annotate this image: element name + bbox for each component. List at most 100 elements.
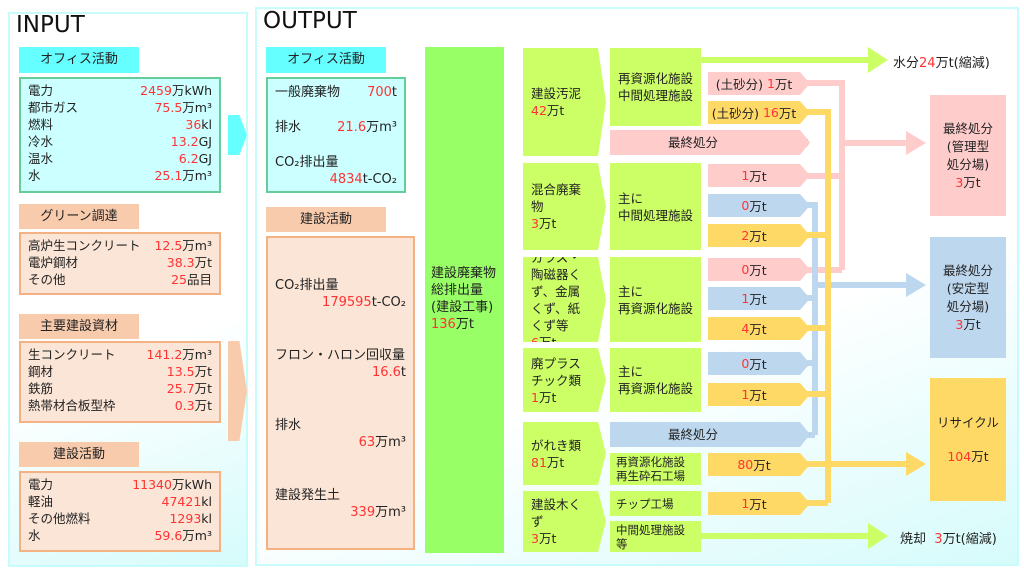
- pink-line: [800, 80, 910, 273]
- item-value: 2459: [140, 83, 172, 98]
- category-unit: 万t: [538, 389, 557, 405]
- value: 24: [919, 56, 936, 71]
- category-name: 廃プラスチック類: [531, 355, 582, 388]
- pink-arrowhead: [906, 131, 926, 155]
- category-sludge: 建設汚泥 42万t: [523, 48, 606, 156]
- input-construction-arrow: [228, 341, 247, 441]
- input-office-header: オフィス活動: [19, 47, 139, 73]
- facility-box: チップ工場: [610, 491, 701, 516]
- flow-value: 0: [741, 356, 750, 371]
- total-l1: 建設廃棄物: [431, 266, 497, 281]
- list-item: その他 25品目: [28, 271, 212, 288]
- l3: 処分場): [946, 156, 990, 172]
- wastewater-value: 63万m³: [275, 434, 406, 451]
- facility-box: 主に 再資源化施設: [610, 257, 701, 342]
- green-procurement-box: 高炉生コンクリート 12.5万m³ 電炉鋼材 38.3万t その他 25品目: [19, 232, 221, 295]
- unit: t: [400, 365, 406, 380]
- category-value: 1: [531, 389, 539, 405]
- input-construction-box: 電力 11340万kWh 軽油 47421kl その他燃料 1293kl 水 59.6万m³: [19, 471, 221, 552]
- flow-yellow: 80 万t: [708, 453, 810, 476]
- item-label: 水: [28, 528, 41, 543]
- flow-prefix: (土砂分): [711, 106, 759, 121]
- incineration-label: 焼却 3万t(縮減): [900, 528, 997, 547]
- facility-label: 中間処理施設: [618, 207, 694, 223]
- output-office-header: オフィス活動: [266, 47, 386, 73]
- list-item: 生コンクリート 141.2万m³: [28, 346, 212, 363]
- unit: 万t: [971, 448, 989, 464]
- l2: (安定型: [946, 280, 990, 296]
- item-value: 25: [171, 272, 187, 287]
- flow-value: 4: [741, 321, 750, 336]
- total-l2: 総排出量: [431, 283, 484, 298]
- item-unit: 万kWh: [171, 83, 212, 98]
- yellow-line: [800, 109, 910, 506]
- l2: (管理型: [946, 138, 990, 154]
- total-value: 136: [431, 317, 456, 332]
- item-label: 都市ガス: [28, 100, 79, 115]
- category-unit: 万t: [546, 454, 565, 470]
- facility-label: 再資源化施設: [618, 71, 694, 86]
- flow-yellow: 1 万t: [708, 383, 810, 406]
- category-value: 3: [531, 216, 539, 231]
- l3: 処分場): [946, 298, 990, 314]
- item-unit: 万m³: [182, 347, 212, 362]
- label: 一般廃棄物: [275, 85, 341, 100]
- flow-unit: 万t: [749, 357, 767, 372]
- input-construction-header: 建設活動: [19, 442, 139, 467]
- unit: 万t: [963, 316, 981, 332]
- item-label: 熱帯材合板型枠: [28, 398, 116, 413]
- materials-box: 生コンクリート 141.2万m³ 鋼材 13.5万t 鉄筋 25.7万t 熱帯材合板型枠 0.…: [19, 341, 221, 423]
- item-label: 生コンクリート: [28, 347, 116, 362]
- value: 3: [934, 532, 943, 547]
- facility-label: 主に: [618, 364, 644, 379]
- flow-value: 80: [737, 457, 754, 472]
- item-unit: 万m³: [182, 238, 212, 253]
- flow-prefix: (土砂分): [715, 77, 763, 92]
- item-value: 59.6: [154, 528, 183, 543]
- category-mixed: 混合廃棄物 3万t: [523, 163, 606, 250]
- soil-label: 建設発生土: [275, 488, 341, 503]
- final-disposal-sludge-flow: 最終処分2万t: [610, 130, 810, 155]
- value: 179595: [322, 295, 372, 310]
- facility-box: 再資源化施設 中間処理施設: [610, 48, 701, 126]
- co2-label: CO₂排出量: [275, 278, 339, 293]
- label: 排水: [275, 120, 302, 135]
- item-unit: 万m³: [182, 528, 212, 543]
- l1: 最終処分: [942, 120, 993, 136]
- value: 1: [806, 427, 814, 442]
- category-plastic: 廃プラスチック類 1万t: [523, 348, 606, 412]
- item-value: 13.2: [170, 134, 199, 149]
- materials-header: 主要建設資材: [19, 314, 139, 339]
- flow-blue: 0 万t: [708, 194, 810, 217]
- item-unit: kl: [201, 117, 212, 132]
- input-title: INPUT: [16, 12, 85, 38]
- list-item: 軽油 47421kl: [28, 493, 212, 510]
- list-item: その他燃料 1293kl: [28, 510, 212, 527]
- unit: 万m³: [375, 505, 406, 520]
- unit: 万t(縮減): [942, 532, 997, 547]
- item-label: 冷水: [28, 134, 54, 149]
- facility-label: 再資源化施設: [618, 381, 694, 396]
- list-item: 鉄筋 25.7万t: [28, 380, 212, 397]
- facility-label: 最終処分: [668, 427, 719, 442]
- item-unit: 万t: [194, 398, 212, 413]
- flow-value: 1: [741, 496, 750, 511]
- flow-unit: 万t: [749, 229, 767, 244]
- blue-arrowhead: [906, 273, 926, 297]
- output-office-box: 一般廃棄物 700t 排水 21.6万m³ CO₂排出量 4834t-CO₂: [266, 77, 406, 193]
- facility-box: 中間処理施設等: [610, 521, 701, 552]
- value: 339: [350, 505, 376, 520]
- category-unit: 万t: [546, 103, 565, 118]
- wastewater-row: 排水 21.6万m³: [275, 119, 397, 136]
- value: 104: [947, 448, 972, 464]
- input-office-arrow: [228, 115, 247, 155]
- unit: 万m³: [366, 120, 397, 135]
- freon-value: 16.6t: [275, 364, 406, 381]
- flow-unit: 万t: [749, 263, 767, 278]
- item-value: 12.5: [154, 238, 183, 253]
- label: 焼却: [900, 532, 927, 547]
- list-item: 都市ガス 75.5万m³: [28, 99, 212, 116]
- unit: t-CO₂: [371, 295, 406, 310]
- item-label: 高炉生コンクリート: [28, 238, 141, 253]
- value: 3: [955, 316, 964, 332]
